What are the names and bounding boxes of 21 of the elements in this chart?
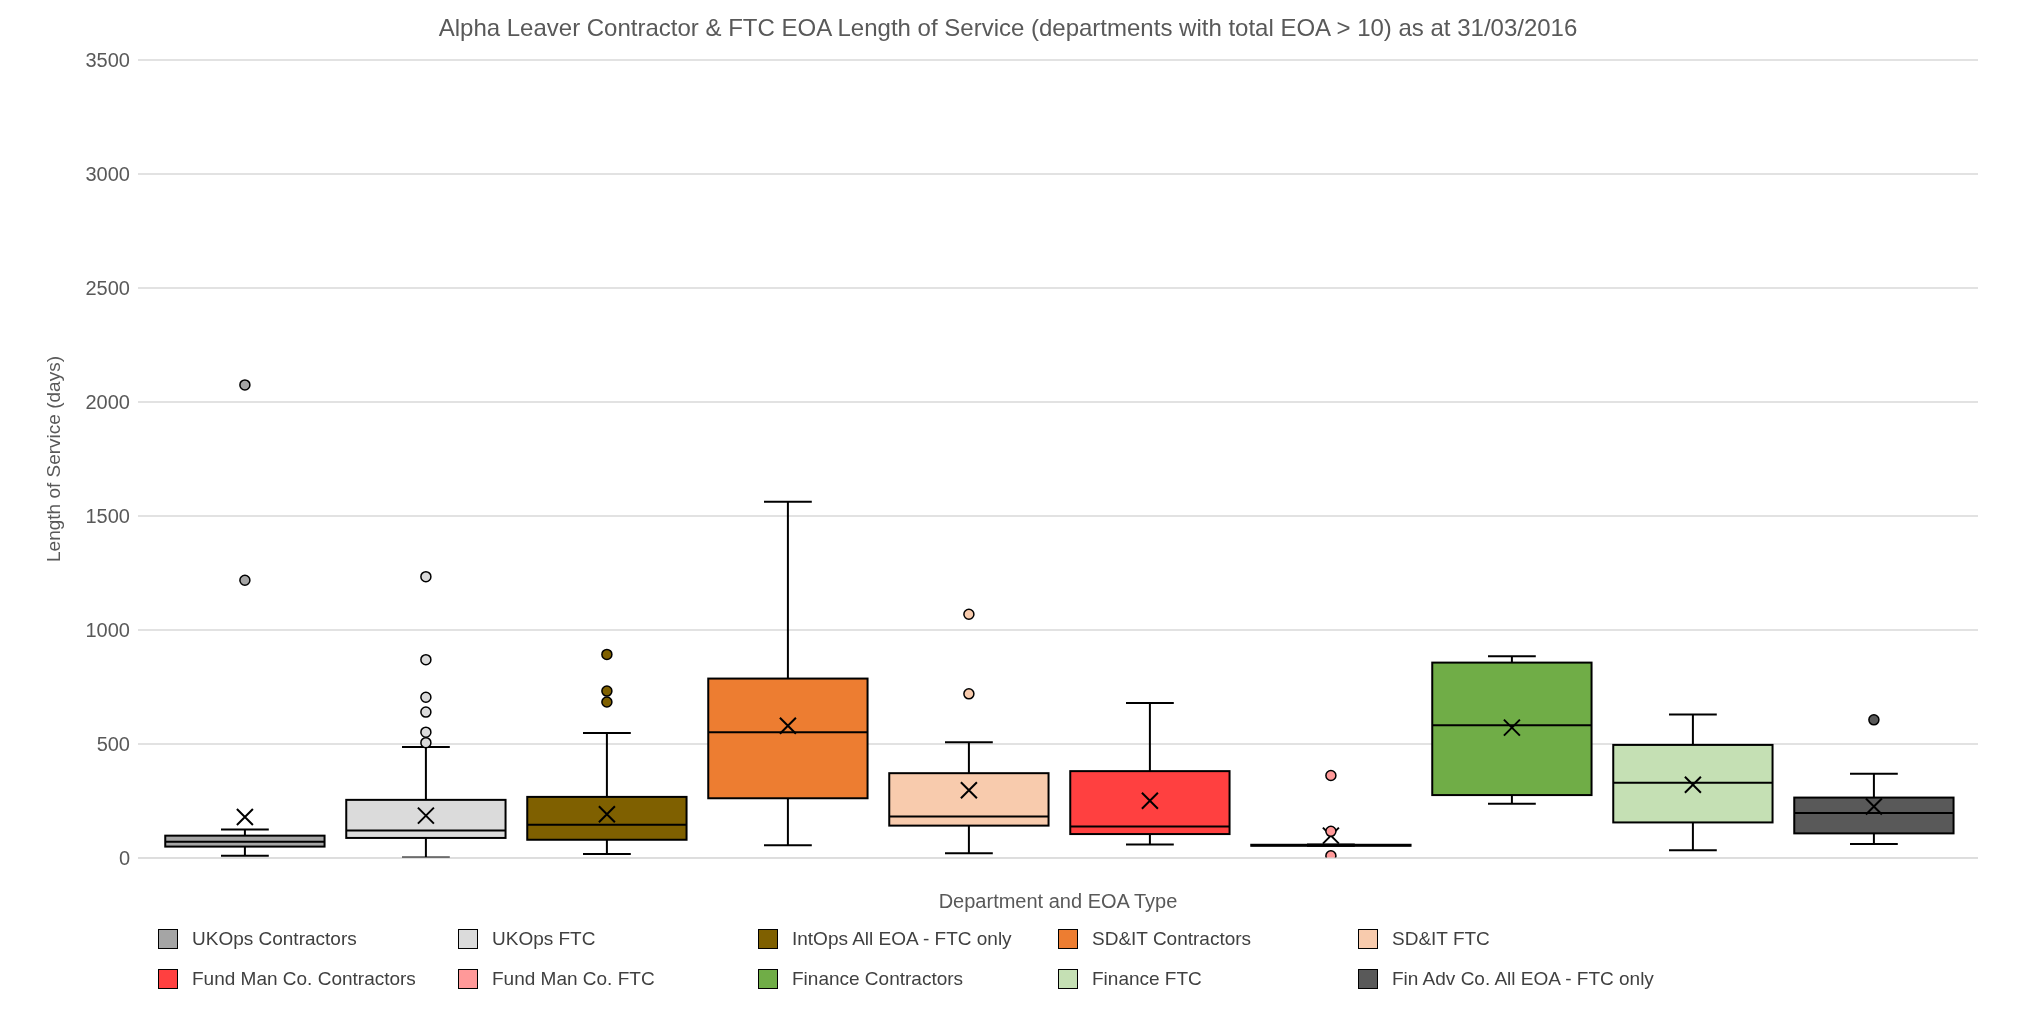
y-axis-title: Length of Service (days): [42, 356, 64, 562]
legend-label: SD&IT Contractors: [1092, 928, 1252, 950]
y-tick-label: 3000: [85, 163, 130, 186]
legend-label: Fin Adv Co. All EOA - FTC only: [1392, 968, 1654, 990]
legend-label: UKOps Contractors: [192, 928, 357, 950]
y-tick-label: 1500: [85, 505, 130, 528]
y-tick-label: 0: [118, 847, 130, 870]
y-tick-label: 2500: [85, 277, 130, 300]
y-tick-label: 1000: [85, 619, 130, 642]
legend-label: UKOps FTC: [492, 928, 596, 950]
y-tick-label: 3500: [85, 49, 130, 72]
legend-label: SD&IT FTC: [1392, 928, 1490, 950]
legend-label: Fund Man Co. FTC: [492, 968, 655, 990]
y-tick-label: 500: [96, 733, 130, 756]
legend-label: Finance FTC: [1092, 968, 1202, 990]
x-axis-title: Department and EOA Type: [938, 890, 1178, 912]
chart-title: Alpha Leaver Contractor & FTC EOA Length of Service (departments with total EOA > 10) as at 31/03/2016: [437, 14, 1579, 42]
y-tick-label: 2000: [85, 391, 130, 414]
legend-label: Fund Man Co. Contractors: [192, 968, 416, 990]
legend-label: Finance Contractors: [792, 968, 964, 990]
legend-label: IntOps All EOA - FTC only: [792, 928, 1012, 950]
